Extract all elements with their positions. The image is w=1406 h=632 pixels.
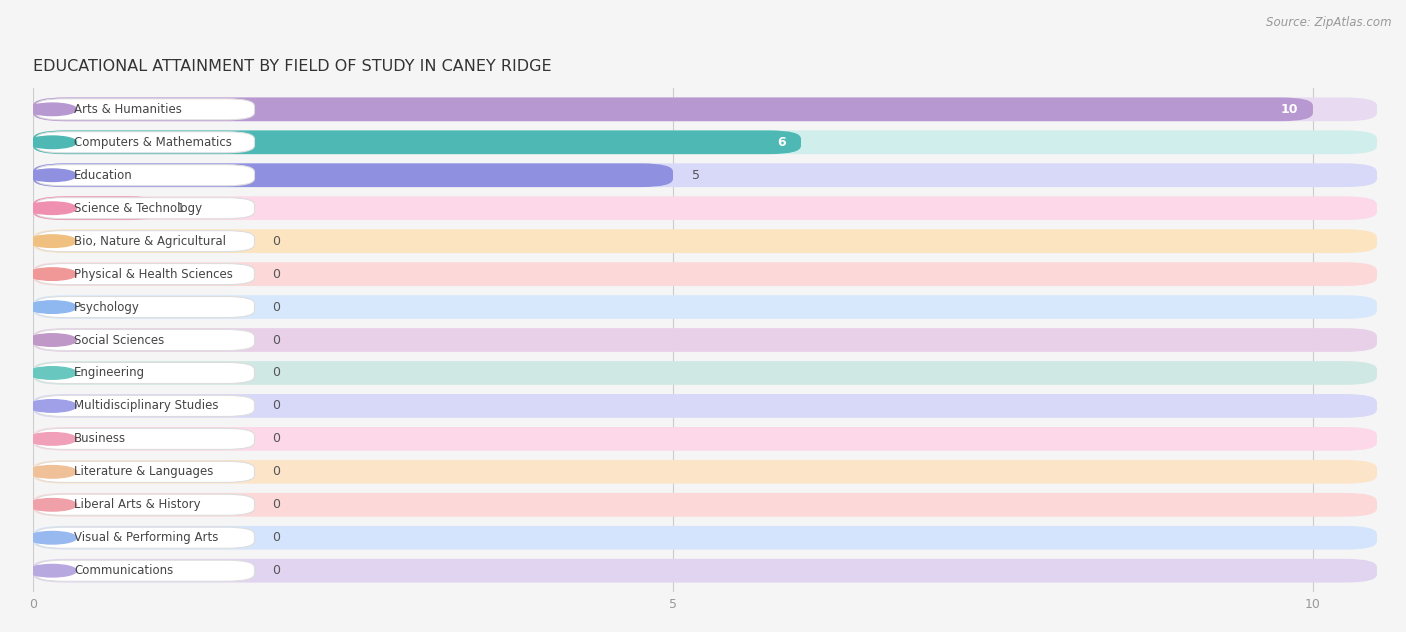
FancyBboxPatch shape <box>35 198 254 219</box>
Text: 0: 0 <box>273 432 280 446</box>
Text: Liberal Arts & History: Liberal Arts & History <box>75 498 201 511</box>
Circle shape <box>28 136 76 149</box>
FancyBboxPatch shape <box>34 197 162 220</box>
FancyBboxPatch shape <box>34 229 1376 253</box>
Text: Engineering: Engineering <box>75 367 145 379</box>
Text: 0: 0 <box>273 334 280 346</box>
FancyBboxPatch shape <box>34 164 1376 187</box>
FancyBboxPatch shape <box>35 99 254 120</box>
FancyBboxPatch shape <box>34 197 1376 220</box>
Circle shape <box>28 466 76 478</box>
FancyBboxPatch shape <box>34 130 801 154</box>
FancyBboxPatch shape <box>34 394 1376 418</box>
FancyBboxPatch shape <box>34 130 1376 154</box>
FancyBboxPatch shape <box>34 559 1376 583</box>
Text: 0: 0 <box>273 267 280 281</box>
FancyBboxPatch shape <box>35 231 254 252</box>
Text: 0: 0 <box>273 465 280 478</box>
FancyBboxPatch shape <box>35 396 254 416</box>
FancyBboxPatch shape <box>35 527 254 549</box>
Circle shape <box>28 334 76 346</box>
Text: Multidisciplinary Studies: Multidisciplinary Studies <box>75 399 218 413</box>
Circle shape <box>28 399 76 412</box>
Text: Social Sciences: Social Sciences <box>75 334 165 346</box>
Text: Science & Technology: Science & Technology <box>75 202 202 215</box>
Text: Education: Education <box>75 169 132 182</box>
Circle shape <box>28 433 76 445</box>
Text: Computers & Mathematics: Computers & Mathematics <box>75 136 232 149</box>
Circle shape <box>28 169 76 181</box>
FancyBboxPatch shape <box>35 494 254 515</box>
FancyBboxPatch shape <box>35 264 254 284</box>
FancyBboxPatch shape <box>35 329 254 351</box>
FancyBboxPatch shape <box>34 97 1376 121</box>
Text: Business: Business <box>75 432 127 446</box>
Text: Source: ZipAtlas.com: Source: ZipAtlas.com <box>1267 16 1392 29</box>
Circle shape <box>28 564 76 577</box>
Circle shape <box>28 367 76 379</box>
FancyBboxPatch shape <box>35 461 254 482</box>
Text: Literature & Languages: Literature & Languages <box>75 465 214 478</box>
FancyBboxPatch shape <box>35 560 254 581</box>
FancyBboxPatch shape <box>35 428 254 449</box>
Circle shape <box>28 103 76 116</box>
Text: Communications: Communications <box>75 564 173 577</box>
FancyBboxPatch shape <box>35 131 254 153</box>
Text: 6: 6 <box>778 136 786 149</box>
FancyBboxPatch shape <box>35 165 254 186</box>
Text: Psychology: Psychology <box>75 301 139 313</box>
Text: 10: 10 <box>1279 103 1298 116</box>
FancyBboxPatch shape <box>34 427 1376 451</box>
Circle shape <box>28 202 76 214</box>
Circle shape <box>28 268 76 281</box>
FancyBboxPatch shape <box>35 296 254 318</box>
Text: EDUCATIONAL ATTAINMENT BY FIELD OF STUDY IN CANEY RIDGE: EDUCATIONAL ATTAINMENT BY FIELD OF STUDY… <box>34 59 551 74</box>
FancyBboxPatch shape <box>34 262 1376 286</box>
Text: Physical & Health Sciences: Physical & Health Sciences <box>75 267 233 281</box>
FancyBboxPatch shape <box>34 460 1376 483</box>
Text: 0: 0 <box>273 367 280 379</box>
Circle shape <box>28 301 76 313</box>
Text: 0: 0 <box>273 564 280 577</box>
Text: 0: 0 <box>273 498 280 511</box>
Text: 0: 0 <box>273 301 280 313</box>
Text: 1: 1 <box>176 202 184 215</box>
Circle shape <box>28 532 76 544</box>
FancyBboxPatch shape <box>34 493 1376 516</box>
Text: 5: 5 <box>692 169 700 182</box>
Text: Arts & Humanities: Arts & Humanities <box>75 103 181 116</box>
Text: Visual & Performing Arts: Visual & Performing Arts <box>75 532 218 544</box>
FancyBboxPatch shape <box>34 361 1376 385</box>
Text: 0: 0 <box>273 234 280 248</box>
FancyBboxPatch shape <box>35 362 254 384</box>
Circle shape <box>28 499 76 511</box>
FancyBboxPatch shape <box>34 328 1376 352</box>
Text: 0: 0 <box>273 399 280 413</box>
FancyBboxPatch shape <box>34 295 1376 319</box>
FancyBboxPatch shape <box>34 164 673 187</box>
FancyBboxPatch shape <box>34 97 1313 121</box>
Circle shape <box>28 235 76 247</box>
Text: 0: 0 <box>273 532 280 544</box>
FancyBboxPatch shape <box>34 526 1376 550</box>
Text: Bio, Nature & Agricultural: Bio, Nature & Agricultural <box>75 234 226 248</box>
